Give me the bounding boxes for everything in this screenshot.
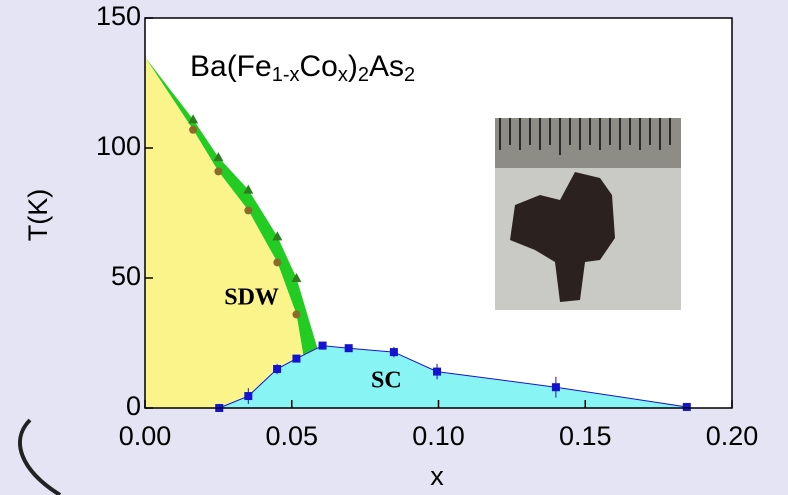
marker	[214, 167, 222, 175]
title-part: Co	[300, 50, 338, 83]
phase-label: SDW	[224, 284, 279, 310]
y-tick-label: 150	[96, 1, 141, 31]
chart-title: Ba(Fe1-xCox)2As2	[190, 50, 415, 86]
title-part: x	[338, 64, 348, 86]
y-tick-label: 0	[126, 391, 141, 421]
marker	[273, 258, 281, 266]
marker	[345, 344, 353, 352]
y-axis-label: T(K)	[23, 189, 53, 241]
x-tick-label: 0.00	[119, 421, 172, 451]
marker	[292, 310, 300, 318]
y-tick-label: 50	[111, 261, 141, 291]
x-tick-label: 0.10	[412, 421, 465, 451]
marker	[433, 368, 441, 376]
marker	[319, 342, 327, 350]
x-tick-label: 0.05	[265, 421, 318, 451]
phase-label: SC	[371, 368, 402, 394]
marker	[189, 126, 197, 134]
marker	[552, 383, 560, 391]
y-tick-label: 100	[96, 131, 141, 161]
marker	[292, 355, 300, 363]
title-part: As	[369, 50, 404, 83]
title-part: 1-x	[272, 64, 300, 86]
marker	[683, 403, 691, 411]
decor-arc	[20, 420, 60, 495]
title-part: 2	[404, 64, 415, 86]
chart: 0 50 100 150 0.00 0.05 0.10 0.15 0.20 SDW SC Ba(Fe…	[0, 0, 788, 495]
title-part: Ba(Fe	[190, 50, 272, 83]
marker	[273, 365, 281, 373]
marker	[244, 206, 252, 214]
x-axis-label: x	[430, 461, 444, 491]
title-part: )	[348, 50, 358, 83]
marker	[244, 392, 252, 400]
x-tick-label: 0.15	[559, 421, 612, 451]
x-tick-label: 0.20	[706, 421, 759, 451]
inset-photo	[495, 118, 681, 310]
marker	[390, 348, 398, 356]
title-part: 2	[358, 64, 369, 86]
